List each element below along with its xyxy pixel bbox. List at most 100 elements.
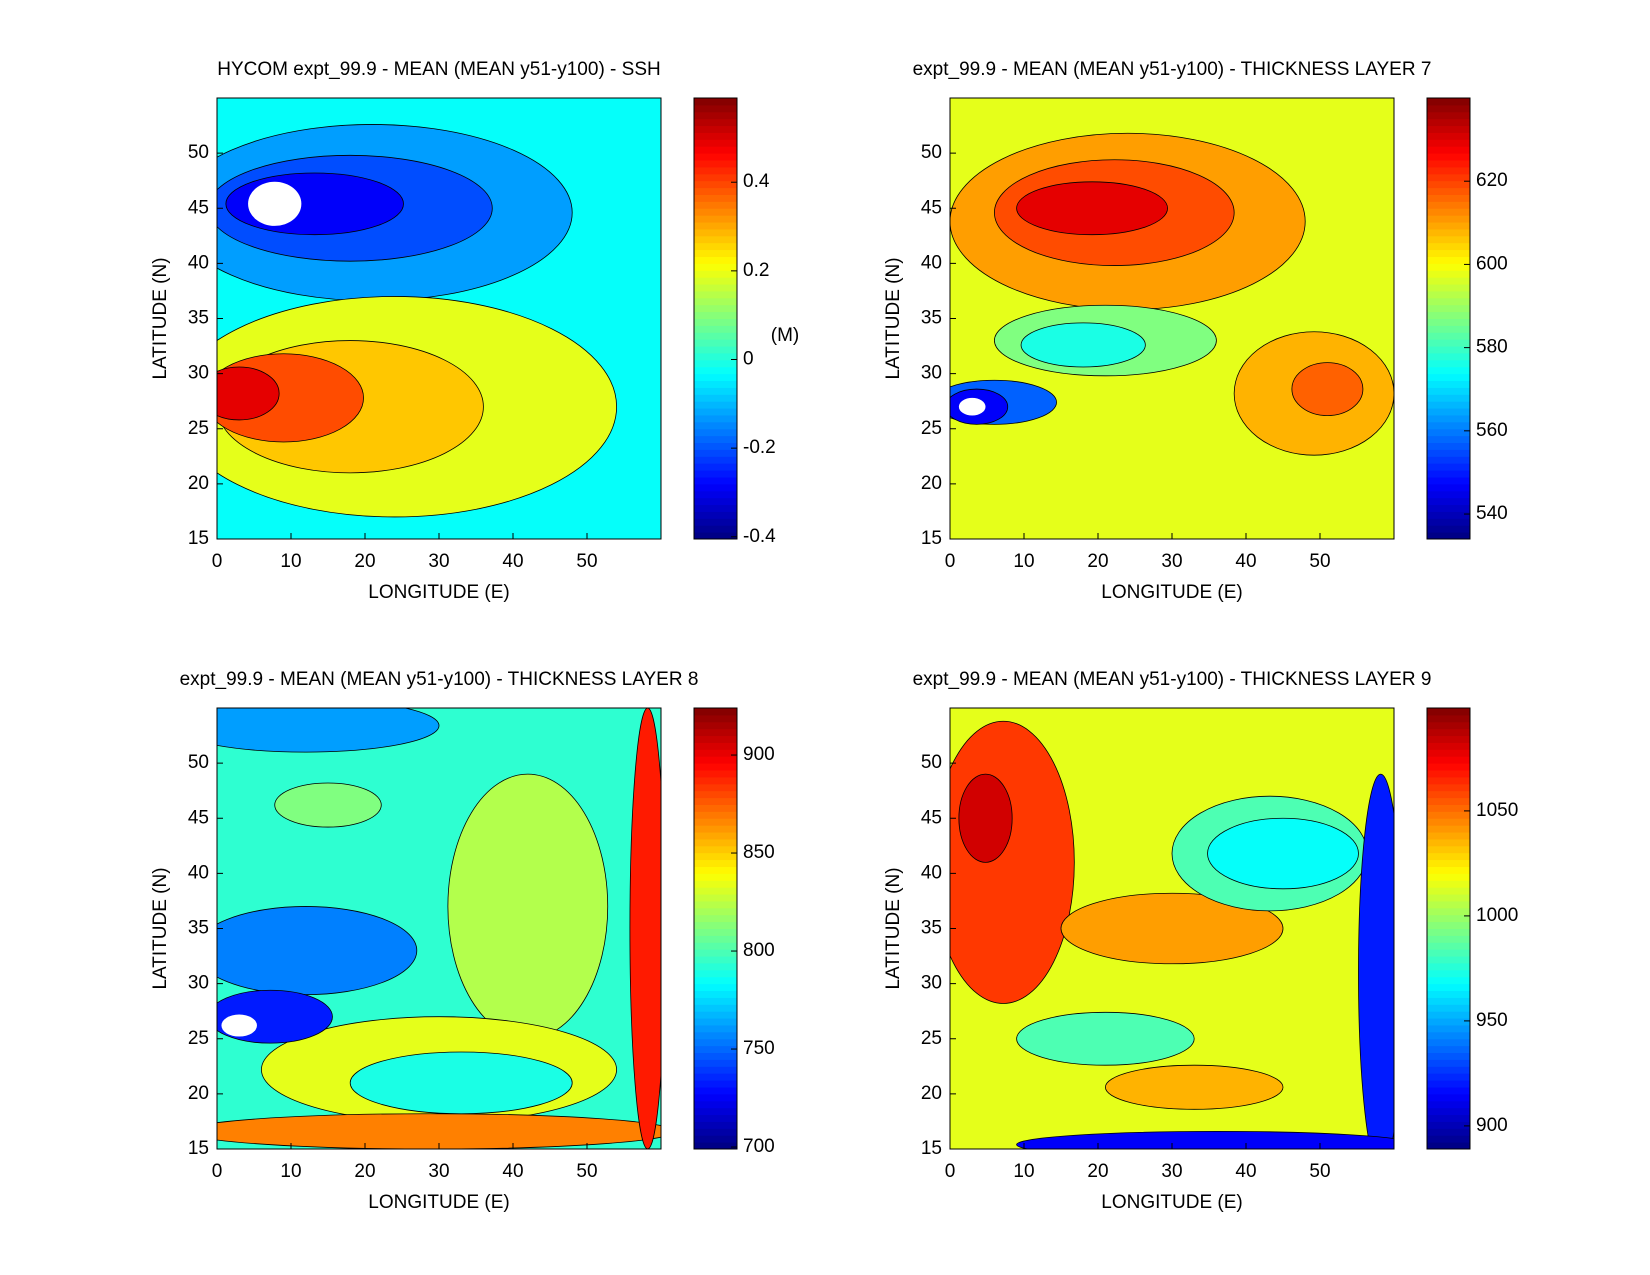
colorbar-step [694, 339, 737, 347]
field-region [248, 181, 302, 226]
colorbar-step [1427, 983, 1470, 992]
colorbar-step [694, 518, 737, 526]
colorbar-tick-label: 700 [743, 1136, 775, 1157]
colorbar-step [1427, 139, 1470, 147]
colorbar-step [1427, 1093, 1470, 1102]
colorbar-step [1427, 990, 1470, 998]
panel: expt_99.9 - MEAN (MEAN y51-y100) - THICK… [883, 59, 1508, 603]
colorbar-step [1427, 297, 1470, 306]
field-region [1291, 362, 1364, 416]
colorbar-step [1427, 1142, 1470, 1150]
colorbar-step [1427, 1100, 1470, 1109]
colorbar-step [1427, 735, 1470, 743]
colorbar-step [694, 435, 737, 444]
y-tick-label: 30 [921, 973, 942, 994]
colorbar-step [694, 721, 737, 730]
colorbar-step [694, 173, 737, 182]
colorbar-step [694, 408, 737, 416]
colorbar-step [694, 332, 737, 340]
colorbar-step [694, 838, 737, 847]
colorbar-step [1427, 852, 1470, 861]
colorbar-step [1427, 235, 1470, 244]
field-region [1016, 1011, 1195, 1066]
colorbar-step [694, 756, 737, 764]
colorbar-step [1427, 215, 1470, 223]
field-region [1016, 181, 1168, 236]
colorbar-step [694, 962, 737, 971]
colorbar-step [694, 284, 737, 292]
field-region [1358, 773, 1394, 1149]
colorbar-tick-label: 560 [1476, 420, 1508, 441]
colorbar-tick-label: 800 [743, 940, 775, 961]
x-tick-label: 10 [1013, 551, 1034, 572]
colorbar-tick-label: -0.4 [743, 526, 776, 547]
chart-title: expt_99.9 - MEAN (MEAN y51-y100) - THICK… [913, 59, 1432, 80]
colorbar-step [694, 914, 737, 923]
colorbar-step [694, 256, 737, 264]
x-tick-label: 20 [354, 1161, 375, 1182]
colorbar-step [694, 414, 737, 423]
x-tick-label: 40 [502, 551, 523, 572]
colorbar-step [1427, 976, 1470, 985]
colorbar-step [1427, 525, 1470, 533]
colorbar-step [694, 845, 737, 854]
colorbar-step [694, 997, 737, 1005]
field-region [217, 708, 440, 753]
colorbar-step [1427, 132, 1470, 140]
colorbar-step [694, 708, 737, 716]
contour-field [217, 708, 661, 1149]
colorbar-step [1427, 776, 1470, 785]
x-tick-label: 40 [1235, 1161, 1256, 1182]
colorbar-step [1427, 401, 1470, 409]
colorbar-tick-label: 0.4 [743, 171, 770, 192]
colorbar-step [1427, 1031, 1470, 1040]
y-tick-label: 35 [921, 918, 942, 939]
colorbar-step [694, 804, 737, 812]
colorbar-step [1427, 845, 1470, 854]
x-tick-label: 20 [354, 551, 375, 572]
colorbar-step [1427, 339, 1470, 347]
colorbar-step [694, 139, 737, 147]
y-tick-label: 40 [921, 252, 942, 273]
colorbar-step [1427, 866, 1470, 874]
x-tick-label: 0 [945, 551, 956, 572]
y-tick-label: 35 [921, 308, 942, 329]
colorbar-step [694, 776, 737, 785]
x-tick-label: 50 [1309, 551, 1330, 572]
colorbar-step [1427, 242, 1470, 251]
colorbar-step [694, 1004, 737, 1012]
y-tick-label: 45 [188, 807, 209, 828]
colorbar-step [1427, 180, 1470, 189]
x-tick-label: 30 [428, 551, 449, 572]
colorbar-step [694, 763, 737, 771]
colorbar-step [694, 504, 737, 512]
colorbar-step [694, 1045, 737, 1054]
colorbar-step [1427, 284, 1470, 292]
colorbar-step [694, 146, 737, 154]
colorbar-step [694, 449, 737, 457]
colorbar-step [1427, 290, 1470, 299]
colorbar-step [694, 235, 737, 244]
y-tick-label: 20 [921, 1083, 942, 1104]
colorbar-tick-label: 540 [1476, 503, 1508, 524]
colorbar-step [1427, 859, 1470, 867]
colorbar-step [694, 511, 737, 519]
colorbar-step [1427, 1059, 1470, 1067]
y-tick-label: 25 [921, 418, 942, 439]
contour-field [217, 98, 661, 539]
panel: HYCOM expt_99.9 - MEAN (MEAN y51-y100) -… [150, 59, 799, 603]
colorbar-step [1427, 414, 1470, 423]
colorbar-step [694, 1066, 737, 1074]
colorbar-step [694, 942, 737, 950]
colorbar-step [694, 894, 737, 902]
colorbar-step [1427, 1066, 1470, 1074]
colorbar-step [694, 1121, 737, 1129]
colorbar-step [1427, 770, 1470, 778]
y-tick-label: 20 [188, 473, 209, 494]
colorbar-step [1427, 1128, 1470, 1136]
colorbar-step [694, 742, 737, 750]
colorbar-step [1427, 160, 1470, 168]
colorbar-step [1427, 118, 1470, 127]
colorbar-step [1427, 476, 1470, 485]
colorbar-step [694, 525, 737, 533]
